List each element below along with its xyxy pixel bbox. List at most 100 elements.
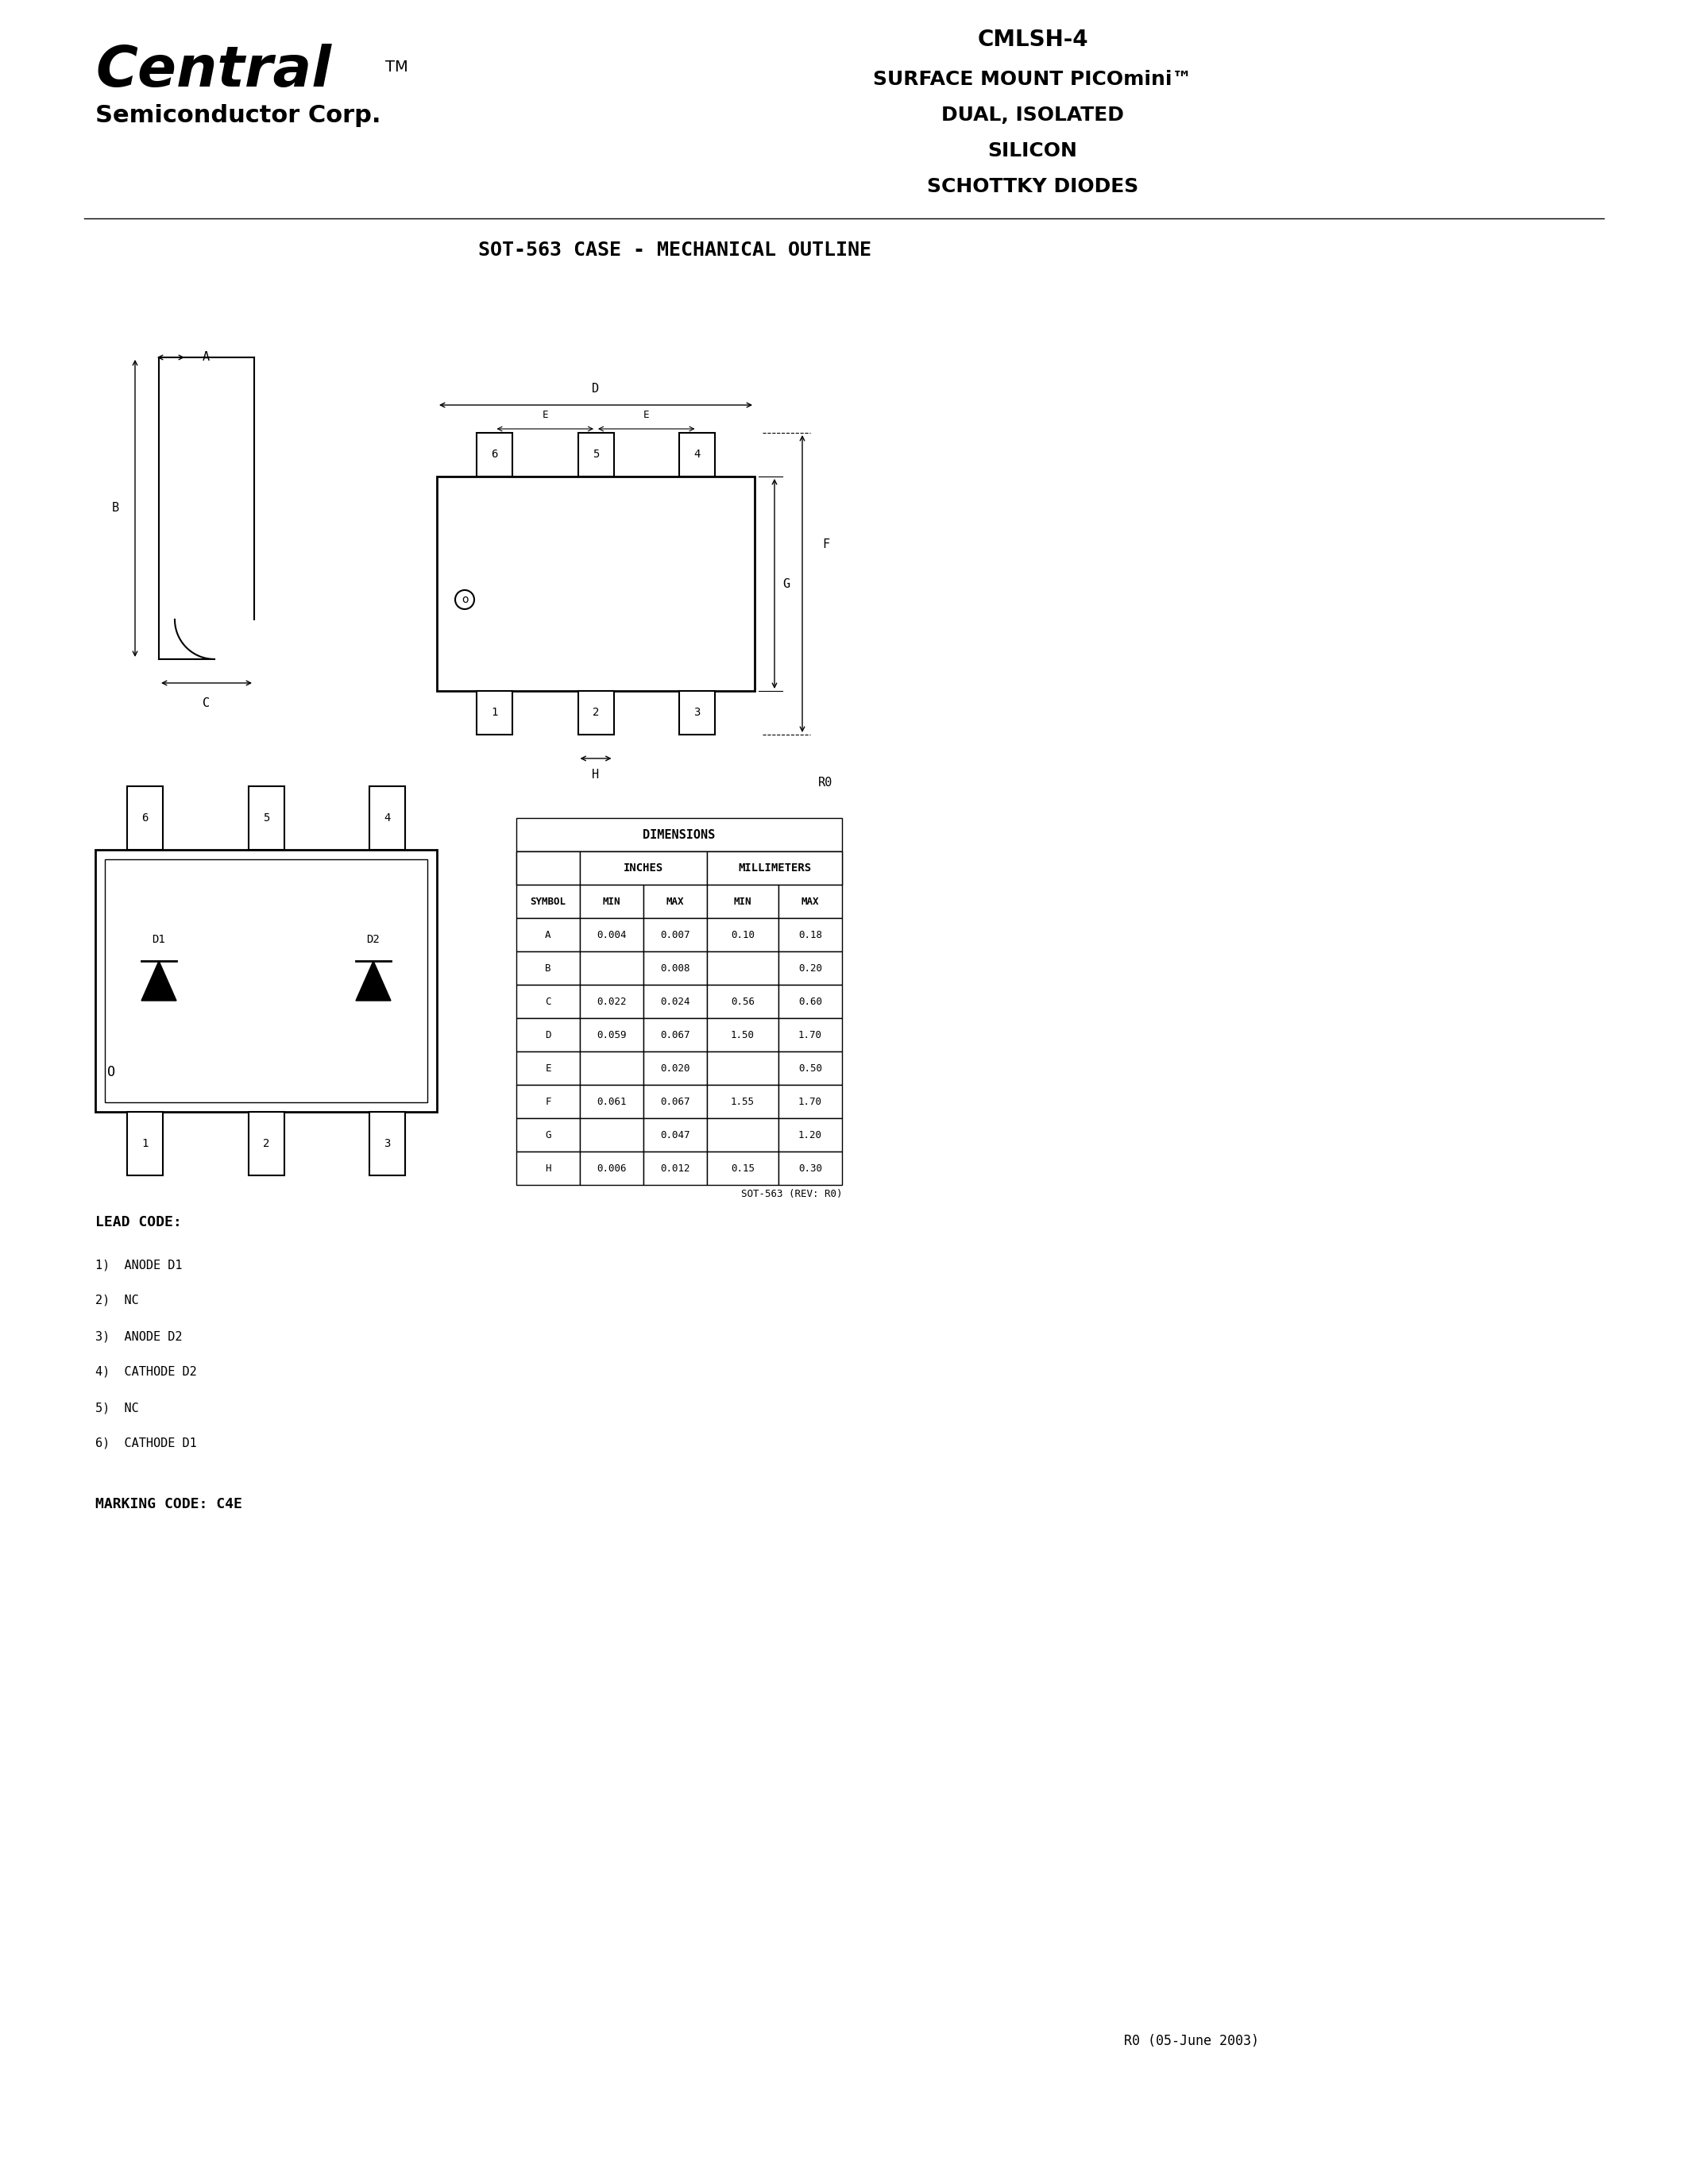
Text: SCHOTTKY DIODES: SCHOTTKY DIODES (927, 177, 1138, 197)
Text: C: C (203, 697, 209, 710)
Text: D: D (592, 382, 599, 395)
Text: 1.50: 1.50 (731, 1029, 755, 1040)
Text: Semiconductor Corp.: Semiconductor Corp. (95, 103, 381, 127)
Bar (517, 885, 581, 917)
Bar (517, 1018, 581, 1051)
Text: 2: 2 (592, 708, 599, 719)
Bar (679, 690, 716, 734)
Bar (581, 917, 643, 952)
Text: 5)  NC: 5) NC (95, 1402, 138, 1413)
Bar (476, 690, 513, 734)
Text: 6: 6 (142, 812, 149, 823)
Text: 3)  ANODE D2: 3) ANODE D2 (95, 1330, 182, 1343)
Text: R0: R0 (819, 775, 832, 788)
Bar (517, 852, 581, 885)
Text: C: C (545, 996, 550, 1007)
Text: 3: 3 (694, 708, 701, 719)
Text: 2: 2 (263, 1138, 270, 1149)
Text: MIN: MIN (734, 895, 751, 906)
Text: R0 (05-June 2003): R0 (05-June 2003) (1124, 2033, 1259, 2049)
Text: DUAL, ISOLATED: DUAL, ISOLATED (942, 105, 1124, 124)
Text: 1: 1 (142, 1138, 149, 1149)
Bar (476, 432, 513, 476)
Bar (707, 1018, 778, 1051)
Text: 0.50: 0.50 (798, 1064, 822, 1072)
Bar (679, 432, 716, 476)
Bar (581, 1085, 643, 1118)
Text: SILICON: SILICON (987, 142, 1077, 159)
Text: F: F (822, 537, 829, 550)
Text: 0.022: 0.022 (598, 996, 626, 1007)
Bar (707, 1118, 778, 1151)
Bar (248, 1112, 284, 1175)
Bar (517, 1151, 581, 1186)
Text: 0.004: 0.004 (598, 930, 626, 939)
Text: 0.007: 0.007 (660, 930, 690, 939)
Text: 5: 5 (592, 450, 599, 461)
Text: 0.047: 0.047 (660, 1129, 690, 1140)
Text: A: A (545, 930, 550, 939)
Text: 0.10: 0.10 (731, 930, 755, 939)
Bar (517, 1051, 581, 1085)
Text: H: H (592, 769, 599, 780)
Text: 0.067: 0.067 (660, 1096, 690, 1107)
Text: MAX: MAX (802, 895, 819, 906)
Bar (581, 1151, 643, 1186)
Text: 0.067: 0.067 (660, 1029, 690, 1040)
Bar (581, 885, 643, 917)
Bar (517, 985, 581, 1018)
Text: SOT-563 (REV: R0): SOT-563 (REV: R0) (741, 1188, 842, 1199)
Bar (643, 1051, 707, 1085)
Bar (581, 852, 707, 885)
Text: 0.059: 0.059 (598, 1029, 626, 1040)
Bar (778, 952, 842, 985)
Text: B: B (545, 963, 550, 974)
Text: 6)  CATHODE D1: 6) CATHODE D1 (95, 1437, 197, 1450)
Text: 1.70: 1.70 (798, 1096, 822, 1107)
Text: 2)  NC: 2) NC (95, 1295, 138, 1306)
Bar (778, 1151, 842, 1186)
Bar (707, 917, 778, 952)
Text: LEAD CODE:: LEAD CODE: (95, 1214, 182, 1230)
Bar (581, 1118, 643, 1151)
Bar (95, 850, 437, 1112)
Text: 0.15: 0.15 (731, 1164, 755, 1173)
Bar (577, 432, 614, 476)
Bar (517, 819, 842, 852)
Text: MAX: MAX (667, 895, 684, 906)
Text: F: F (545, 1096, 550, 1107)
Text: MARKING CODE: C4E: MARKING CODE: C4E (95, 1496, 241, 1511)
Bar (105, 858, 427, 1103)
Text: 0.30: 0.30 (798, 1164, 822, 1173)
Text: SURFACE MOUNT PICOmini™: SURFACE MOUNT PICOmini™ (873, 70, 1192, 90)
Text: 4: 4 (383, 812, 390, 823)
Text: 4)  CATHODE D2: 4) CATHODE D2 (95, 1365, 197, 1378)
Bar (643, 1151, 707, 1186)
Text: 0.008: 0.008 (660, 963, 690, 974)
Text: 5: 5 (263, 812, 270, 823)
Bar (517, 917, 581, 952)
Text: A: A (203, 352, 209, 363)
Text: D2: D2 (366, 935, 380, 946)
Bar (643, 1018, 707, 1051)
Bar (643, 985, 707, 1018)
Bar (778, 1018, 842, 1051)
Bar (517, 1085, 581, 1118)
Text: 4: 4 (694, 450, 701, 461)
Text: E: E (643, 408, 650, 419)
Bar (778, 885, 842, 917)
Bar (581, 985, 643, 1018)
Text: 0.20: 0.20 (798, 963, 822, 974)
Text: E: E (545, 1064, 550, 1072)
Bar (127, 1112, 162, 1175)
Text: 0.061: 0.061 (598, 1096, 626, 1107)
Bar (577, 690, 614, 734)
Bar (248, 786, 284, 850)
Bar (707, 1051, 778, 1085)
Text: B: B (111, 502, 120, 513)
Text: 0.012: 0.012 (660, 1164, 690, 1173)
Bar (707, 1085, 778, 1118)
Text: 6: 6 (491, 450, 498, 461)
Polygon shape (142, 961, 176, 1000)
Text: H: H (545, 1164, 550, 1173)
